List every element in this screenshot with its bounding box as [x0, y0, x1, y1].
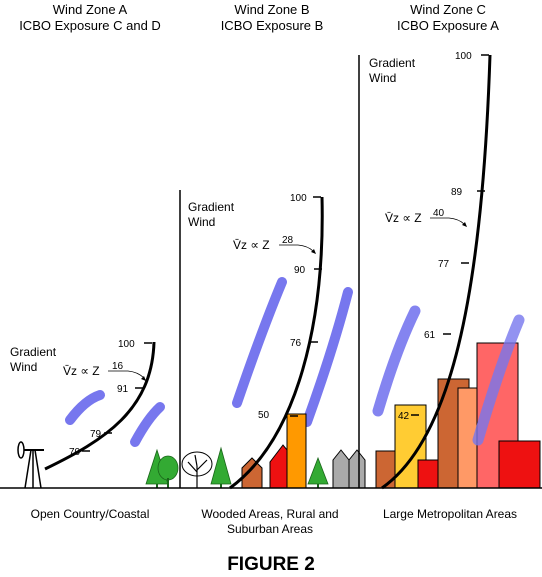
zone-a-wind-streak [65, 390, 105, 425]
zone-b: Wind Zone B ICBO Exposure B Gradient Win… [179, 2, 366, 536]
building-icon [332, 449, 350, 489]
figure-label: FIGURE 2 [227, 554, 315, 575]
evergreen-tree-icon [307, 456, 329, 488]
zone-c: Wind Zone C ICBO Exposure A Gradient Win… [358, 2, 541, 521]
zone-a-profile-value: 91 [117, 384, 129, 395]
zone-b-header-line1: Wind Zone B [234, 2, 309, 17]
zone-a-exponent: 16 [112, 361, 124, 372]
zone-a-velocity-profile [44, 341, 156, 471]
zone-b-profile-value: 100 [290, 193, 307, 204]
zone-b-wind-streak [302, 287, 353, 427]
zone-c-caption: Large Metropolitan Areas [383, 507, 517, 521]
zone-a-header-line1: Wind Zone A [53, 2, 128, 17]
zone-c-profile-value: 89 [451, 187, 463, 198]
bare-tree-icon [181, 451, 213, 488]
zone-a-exponent-arrowhead [141, 376, 146, 381]
zone-c-gradient-label-line2: Wind [369, 71, 396, 85]
zone-a-profile-value: 79 [90, 429, 102, 440]
zone-c-gradient-label-line1: Gradient [369, 56, 416, 70]
zone-a-wind-streak [130, 402, 165, 447]
deciduous-tree-icon [157, 455, 179, 488]
zone-c-exponent-pointer [430, 217, 465, 225]
building-icon [286, 413, 307, 489]
zone-b-gradient-label-line2: Wind [188, 215, 215, 229]
zone-b-exponent-pointer [279, 244, 314, 252]
zone-c-exponent: 40 [433, 208, 445, 219]
zone-b-header-line2: ICBO Exposure B [221, 18, 324, 33]
building-icon [348, 449, 366, 489]
zone-b-profile-value: 50 [258, 410, 270, 421]
evergreen-tree-icon [210, 446, 232, 488]
zone-a-caption: Open Country/Coastal [31, 507, 150, 521]
zone-b-wind-streak [232, 277, 287, 408]
zone-c-wind-streak [472, 314, 525, 446]
zone-c-profile-value: 61 [424, 330, 436, 341]
zone-b-profile-value: 90 [294, 265, 306, 276]
zone-a-gradient-label-line2: Wind [10, 360, 37, 374]
zone-a-exponent-pointer [108, 370, 145, 379]
zone-c-profile-value: 100 [455, 51, 472, 62]
zone-a: Wind Zone A ICBO Exposure C and D Gradie… [10, 2, 232, 521]
zone-a-formula: V̄z ∝ Z [63, 364, 100, 378]
zone-c-profile-value: 42 [398, 411, 410, 422]
zone-b-caption-line2: Suburban Areas [227, 522, 313, 536]
zone-b-velocity-profile [229, 196, 324, 490]
zone-c-header-line1: Wind Zone C [410, 2, 486, 17]
zone-b-gradient-label-line1: Gradient [188, 200, 235, 214]
zone-a-header-line2: ICBO Exposure C and D [19, 18, 161, 33]
zone-c-profile-value: 77 [438, 259, 450, 270]
zone-b-caption-line1: Wooded Areas, Rural and [201, 507, 338, 521]
zone-a-gradient-label-line1: Gradient [10, 345, 57, 359]
zone-a-profile-value: 70 [69, 447, 81, 458]
anemometer-icon [17, 441, 44, 489]
zone-a-profile-value: 100 [118, 339, 135, 350]
building-icon [498, 440, 541, 489]
zone-c-exponent-arrowhead [462, 222, 467, 227]
building-icon [241, 457, 263, 489]
zone-b-formula: V̄z ∝ Z [233, 238, 270, 252]
zone-b-exponent-arrowhead [311, 249, 316, 254]
zone-b-exponent: 28 [282, 235, 294, 246]
zone-c-header-line2: ICBO Exposure A [397, 18, 499, 33]
zone-c-velocity-profile [381, 54, 492, 490]
zone-b-profile-value: 76 [290, 338, 302, 349]
zone-c-formula: V̄z ∝ Z [385, 211, 422, 225]
zone-c-wind-streak [372, 305, 421, 417]
